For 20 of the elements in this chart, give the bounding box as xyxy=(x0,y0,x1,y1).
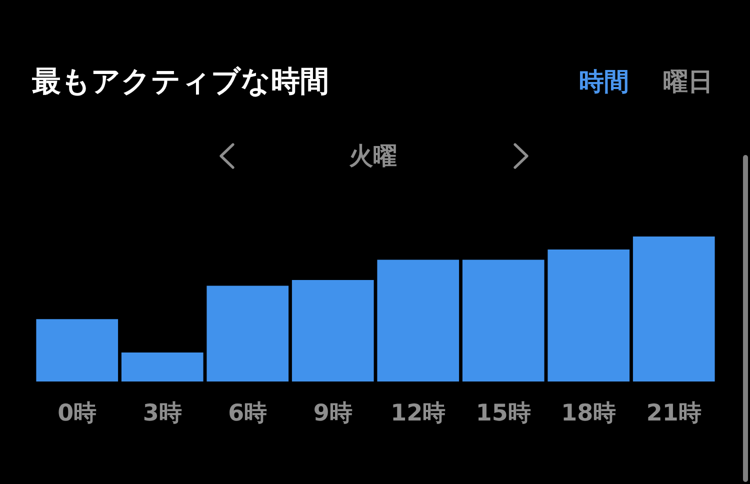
tab-label: 曜日 xyxy=(663,68,713,95)
bar xyxy=(292,280,374,382)
bar xyxy=(632,236,715,382)
x-tick-label: 0時 xyxy=(58,400,97,426)
bar xyxy=(206,286,289,382)
bar xyxy=(121,352,204,382)
x-tick-label: 12時 xyxy=(390,400,446,426)
x-tick-label: 21時 xyxy=(646,400,702,426)
x-tick-label: 18時 xyxy=(561,400,616,426)
title: 最もアクティブな時間 xyxy=(32,66,329,96)
bar xyxy=(377,260,460,382)
subtitle: 火曜 xyxy=(349,143,397,169)
bar xyxy=(548,250,630,382)
bar xyxy=(36,319,118,382)
x-tick-label: 9時 xyxy=(313,400,352,426)
x-tick-label: 3時 xyxy=(142,400,182,426)
tab-label: 時間 xyxy=(579,68,629,95)
x-tick-label: 15時 xyxy=(476,400,531,426)
x-tick-label: 6時 xyxy=(228,400,268,426)
bar xyxy=(462,260,544,382)
